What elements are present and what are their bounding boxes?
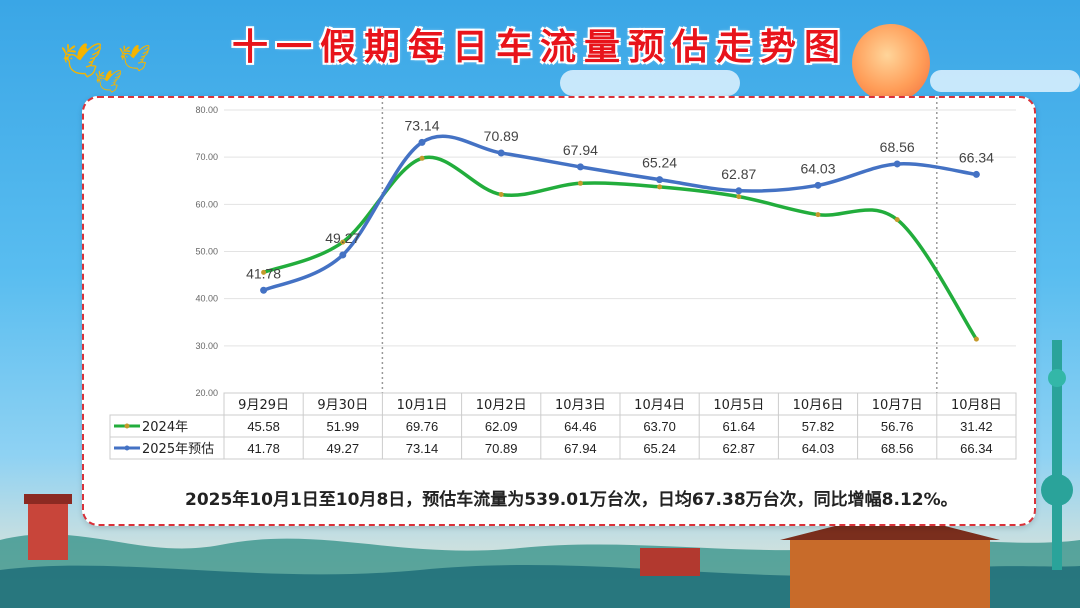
data-label: 70.89: [484, 128, 519, 144]
data-point: [576, 163, 584, 171]
data-label: 62.87: [721, 166, 756, 182]
table-cell: 73.14: [406, 441, 439, 456]
page-title: 十一假期每日车流量预估走势图: [231, 26, 848, 68]
table-header-cell: 10月3日: [555, 398, 606, 413]
y-tick-label: 80.00: [195, 105, 218, 115]
data-label: 68.56: [880, 139, 915, 155]
data-label: 66.34: [959, 149, 994, 165]
table-cell: 63.70: [643, 419, 676, 434]
data-label: 49.27: [325, 230, 360, 246]
table-cell: 67.94: [564, 441, 597, 456]
data-point: [261, 269, 267, 275]
table-cell: 49.27: [327, 441, 360, 456]
y-tick-label: 60.00: [195, 199, 218, 209]
data-point: [972, 170, 980, 178]
series-line-2024: [261, 155, 979, 341]
data-point: [260, 286, 268, 294]
summary-text: 2025年10月1日至10月8日，预估车流量为539.01万台次，日均67.38…: [185, 490, 958, 510]
data-point: [893, 160, 901, 168]
legend-marker: [124, 423, 130, 429]
data-point: [340, 239, 346, 245]
table-cell: 64.03: [802, 441, 835, 456]
series-line-2025: [261, 134, 979, 293]
table-cell: 41.78: [247, 441, 280, 456]
table-cell: 61.64: [723, 419, 756, 434]
data-point: [814, 181, 822, 189]
y-tick-label: 50.00: [195, 247, 218, 257]
legend-series-name: 2025年预估: [142, 442, 214, 457]
data-point: [656, 176, 664, 184]
table-cell: 68.56: [881, 441, 914, 456]
data-point: [894, 217, 900, 223]
data-point: [735, 187, 743, 195]
table-header-cell: 9月29日: [238, 398, 289, 413]
bird-icon: 🕊: [118, 44, 152, 74]
table-header-cell: 9月30日: [317, 398, 368, 413]
table-cell: 31.42: [960, 419, 993, 434]
table-cell: 64.46: [564, 419, 597, 434]
data-point: [418, 138, 426, 146]
legend-series-name: 2024年: [142, 420, 188, 435]
table-cell: 70.89: [485, 441, 518, 456]
y-tick-label: 30.00: [195, 341, 218, 351]
table-cell: 62.87: [723, 441, 756, 456]
table-header-cell: 10月4日: [634, 398, 685, 413]
data-point: [657, 184, 663, 190]
y-tick-label: 70.00: [195, 152, 218, 162]
table-header-cell: 10月5日: [713, 398, 764, 413]
table-header-cell: 10月1日: [397, 398, 448, 413]
data-point: [973, 336, 979, 342]
data-point: [577, 180, 583, 186]
table-cell: 69.76: [406, 419, 439, 434]
table-header-cell: 10月8日: [951, 398, 1002, 413]
bird-icon: 🕊: [94, 70, 122, 95]
data-label: 65.24: [642, 155, 677, 171]
table-header-cell: 10月7日: [872, 398, 923, 413]
cloud: [930, 70, 1080, 92]
data-point: [497, 149, 505, 157]
y-tick-label: 20.00: [195, 388, 218, 398]
bird-icon: 🕊: [60, 41, 104, 81]
table-cell: 62.09: [485, 419, 518, 434]
table-cell: 45.58: [247, 419, 280, 434]
data-point: [419, 155, 425, 161]
table-cell: 57.82: [802, 419, 835, 434]
data-label: 64.03: [800, 160, 835, 176]
data-point: [498, 191, 504, 197]
data-label: 41.78: [246, 265, 281, 281]
table-cell: 66.34: [960, 441, 993, 456]
cloud: [560, 70, 740, 96]
legend-marker: [124, 445, 130, 451]
data-label: 67.94: [563, 142, 598, 158]
data-point: [815, 212, 821, 218]
table-cell: 56.76: [881, 419, 914, 434]
y-tick-label: 40.00: [195, 294, 218, 304]
table-header-cell: 10月2日: [476, 398, 527, 413]
table-header-cell: 10月6日: [793, 398, 844, 413]
data-label: 73.14: [404, 117, 439, 133]
table-cell: 65.24: [643, 441, 676, 456]
data-point: [736, 194, 742, 200]
data-point: [339, 251, 347, 259]
sun-decoration: [852, 24, 930, 102]
table-cell: 51.99: [327, 419, 360, 434]
